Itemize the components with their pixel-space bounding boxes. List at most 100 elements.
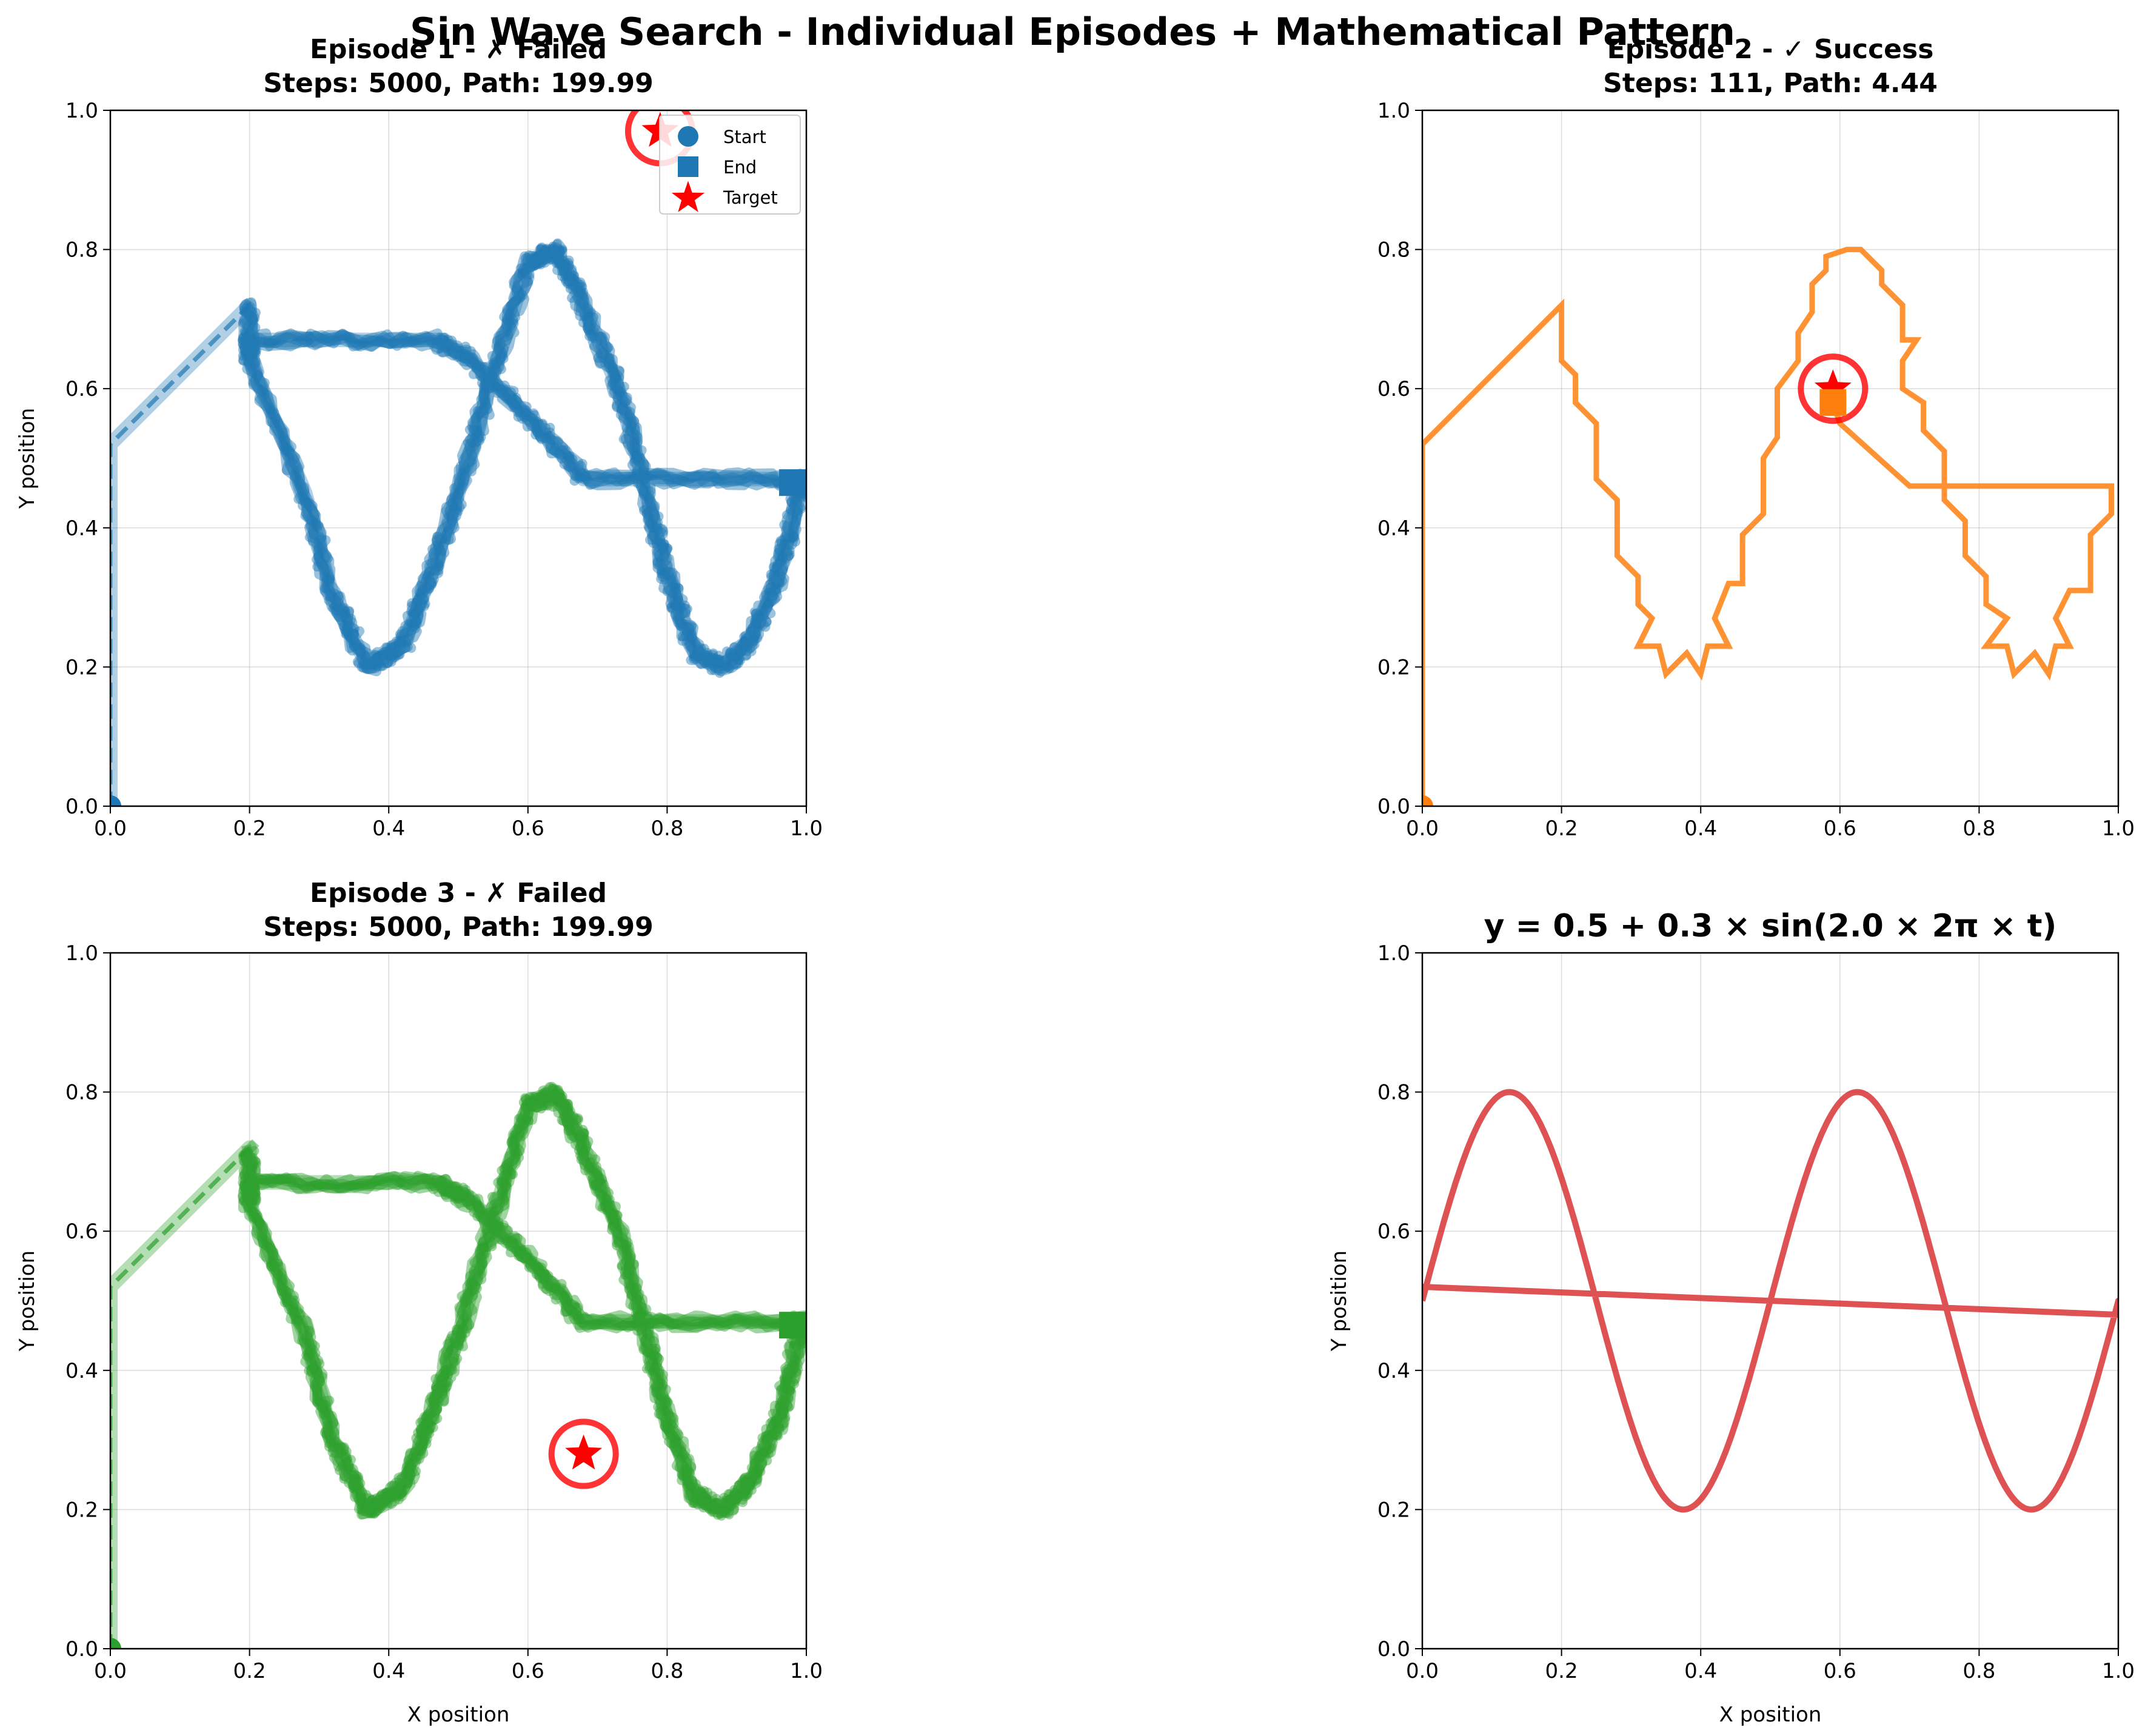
panel-title-line2: Steps: 5000, Path: 199.99 [263, 68, 653, 99]
x-tick-label: 1.0 [790, 816, 823, 841]
y-tick-label: 0.0 [1377, 1637, 1410, 1661]
x-tick-label: 0.6 [512, 816, 544, 841]
y-tick-label: 1.0 [1377, 99, 1410, 123]
x-tick-label: 0.2 [233, 816, 266, 841]
panel-title-line2: Steps: 111, Path: 4.44 [1603, 68, 1938, 99]
series-pattern [1422, 1089, 2118, 1513]
series-episode-3 [110, 1081, 806, 1649]
path-trace [238, 1083, 806, 1520]
path-trace [239, 1082, 806, 1521]
x-tick-label: 0.4 [1684, 1659, 1717, 1683]
panel-title-line1: y = 0.5 + 0.3 × sin(2.0 × 2π × t) [1484, 908, 2057, 944]
y-tick-label: 0.2 [1377, 655, 1410, 679]
panel-title-line2: Steps: 5000, Path: 199.99 [263, 912, 653, 943]
panel-title-line1: Episode 2 - ✓ Success [1607, 34, 1934, 65]
panel-pattern: 0.0 0.2 0.4 0.6 0.8 1.0 0.0 0.2 0.4 0.6 0.8 1.0 y =… [1327, 908, 2135, 1727]
panel-episode-3: 0.0 0.2 0.4 0.6 0.8 1.0 0.0 0.2 0.4 0.6 0.8 1.0 Epi… [15, 878, 823, 1727]
x-tick-label: 0.6 [1824, 816, 1856, 841]
path-trace [238, 1087, 806, 1520]
x-tick-label: 1.0 [2102, 816, 2135, 841]
path-trace [238, 244, 806, 678]
x-axis-label: X position [1719, 1703, 1822, 1727]
x-tick-label: 0.4 [1684, 816, 1717, 841]
axis-ticks: 0.0 0.2 0.4 0.6 0.8 1.0 0.0 0.2 0.4 0.6 0.8 1.0 [65, 941, 823, 1683]
start-marker [110, 1638, 121, 1649]
x-tick-label: 0.2 [1545, 816, 1578, 841]
grid [110, 110, 807, 807]
axis-ticks: 0.0 0.2 0.4 0.6 0.8 1.0 0.0 0.2 0.4 0.6 0.8 1.0 [1377, 941, 2135, 1683]
start-marker [110, 795, 121, 806]
legend: Start End Target [659, 115, 801, 215]
legend-start-label: Start [723, 127, 766, 147]
x-tick-label: 0.0 [1406, 1659, 1439, 1683]
y-tick-label: 1.0 [65, 99, 98, 123]
x-tick-label: 0.6 [512, 1659, 544, 1683]
x-tick-label: 0.4 [372, 1659, 405, 1683]
x-tick-label: 0.2 [233, 1659, 266, 1683]
axis-ticks: 0.0 0.2 0.4 0.6 0.8 1.0 0.0 0.2 0.4 0.6 0.8 1.0 [1377, 99, 2135, 841]
legend-target-label: Target [723, 187, 778, 208]
x-tick-label: 0.4 [372, 816, 405, 841]
path-trace-core [110, 242, 806, 806]
y-axis-label: Y position [1327, 1250, 1351, 1352]
y-tick-label: 1.0 [65, 941, 98, 966]
path-dashed-segment [110, 1146, 252, 1649]
x-tick-label: 1.0 [790, 1659, 823, 1683]
y-tick-label: 0.4 [1377, 516, 1410, 541]
y-tick-label: 1.0 [1377, 941, 1410, 966]
legend-start-marker [678, 126, 698, 147]
path-trace [238, 1081, 806, 1520]
path-trace [1422, 247, 2114, 806]
y-tick-label: 0.8 [1377, 238, 1410, 262]
y-tick-label: 0.2 [65, 655, 98, 679]
y-tick-label: 0.0 [1377, 795, 1410, 819]
path-dashed-segment [110, 303, 252, 806]
plot-frame [1421, 952, 2120, 1650]
path-trace [238, 1084, 806, 1520]
legend-target-star-icon [671, 181, 705, 212]
y-tick-label: 0.2 [1377, 1498, 1410, 1522]
end-marker [1819, 389, 1847, 416]
y-tick-label: 0.8 [65, 238, 98, 262]
path-trace [238, 238, 806, 676]
path-trace [238, 241, 806, 676]
y-tick-label: 0.0 [65, 1637, 98, 1661]
y-tick-label: 0.4 [65, 516, 98, 541]
legend-end-label: End [723, 157, 757, 178]
y-tick-label: 0.6 [65, 1220, 98, 1244]
y-tick-label: 0.8 [65, 1081, 98, 1105]
target-ring [548, 1418, 619, 1489]
y-tick-label: 0.2 [65, 1498, 98, 1522]
path-trace [238, 243, 806, 671]
x-tick-label: 0.0 [94, 816, 127, 841]
target-star-icon [1814, 369, 1852, 405]
x-tick-label: 0.8 [1963, 1659, 1995, 1683]
plot-frame [1421, 109, 2120, 807]
start-marker [1422, 795, 1433, 806]
end-marker [779, 1312, 806, 1339]
x-tick-label: 0.8 [651, 816, 683, 841]
path-trace-core [110, 1084, 806, 1649]
panel-title-line1: Episode 1 - ✗ Failed [310, 34, 607, 65]
y-tick-label: 0.4 [65, 1359, 98, 1383]
y-tick-label: 0.0 [65, 795, 98, 819]
x-tick-label: 0.6 [1824, 1659, 1856, 1683]
x-tick-label: 0.2 [1545, 1659, 1578, 1683]
path-trace [238, 1084, 806, 1519]
path-trace [238, 244, 806, 675]
y-tick-label: 0.4 [1377, 1359, 1410, 1383]
x-axis-label: X position [407, 1703, 510, 1727]
x-tick-label: 1.0 [2102, 1659, 2135, 1683]
x-tick-label: 0.8 [1963, 816, 1995, 841]
x-tick-label: 0.0 [1406, 816, 1439, 841]
panel-episode-1: 0.0 0.2 0.4 0.6 0.8 1.0 0.0 0.2 0.4 0.6 0.8 1.0 Epi… [15, 34, 823, 841]
y-tick-label: 0.6 [1377, 377, 1410, 401]
plot-frame [109, 952, 808, 1650]
y-tick-label: 0.8 [1377, 1081, 1410, 1105]
series-episode-2 [1422, 247, 2114, 806]
axis-ticks: 0.0 0.2 0.4 0.6 0.8 1.0 0.0 0.2 0.4 0.6 0.8 1.0 [65, 99, 823, 841]
x-tick-label: 0.8 [651, 1659, 683, 1683]
legend-end-marker [678, 156, 698, 177]
pattern-curve [1422, 1089, 2118, 1513]
